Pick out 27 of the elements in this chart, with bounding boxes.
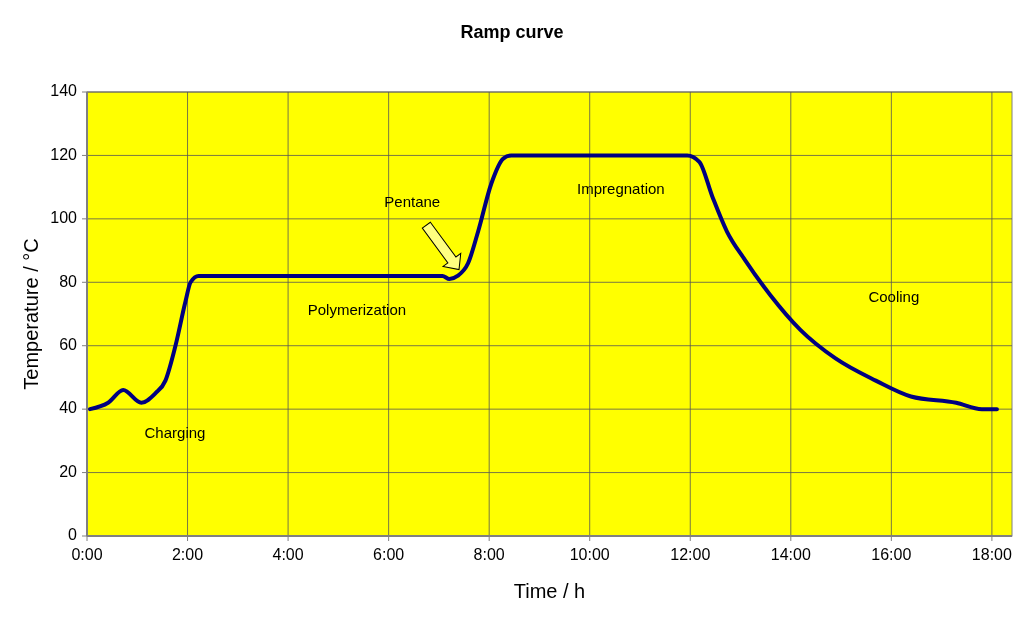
- x-tick-label: 2:00: [171, 546, 204, 563]
- x-axis-title: Time / h: [513, 580, 586, 602]
- x-tick-label: 0:00: [71, 546, 103, 563]
- x-tick-label: 4:00: [272, 546, 304, 563]
- line-series: [88, 153, 999, 412]
- y-tick-label: 60: [59, 335, 78, 353]
- annotation: Impregnation: [577, 180, 665, 198]
- x-tick-label: 8:00: [473, 546, 505, 563]
- y-tick-label: 100: [50, 209, 78, 227]
- annotation: Pentane: [384, 192, 441, 210]
- x-tick-label: 12:00: [670, 546, 711, 563]
- x-tick-label: 18:00: [971, 546, 1013, 563]
- y-tick-label: 0: [68, 526, 78, 544]
- x-tick-label: 10:00: [569, 546, 610, 563]
- x-tick-label: 14:00: [770, 546, 811, 563]
- y-tick-label: 120: [50, 145, 78, 163]
- y-tick-label: 140: [50, 82, 78, 100]
- y-axis-title: Temperature / °C: [20, 238, 42, 390]
- x-tick-label: 6:00: [373, 546, 405, 563]
- annotation: Polymerization: [307, 300, 407, 318]
- y-tick-label: 40: [59, 399, 78, 417]
- annotation: Cooling: [868, 288, 920, 306]
- y-tick-label: 80: [59, 272, 78, 290]
- x-tick-label: 16:00: [871, 546, 912, 563]
- chart-title: Ramp curve: [460, 22, 564, 42]
- y-tick-label: 20: [59, 462, 78, 480]
- annotation: Charging: [144, 424, 206, 442]
